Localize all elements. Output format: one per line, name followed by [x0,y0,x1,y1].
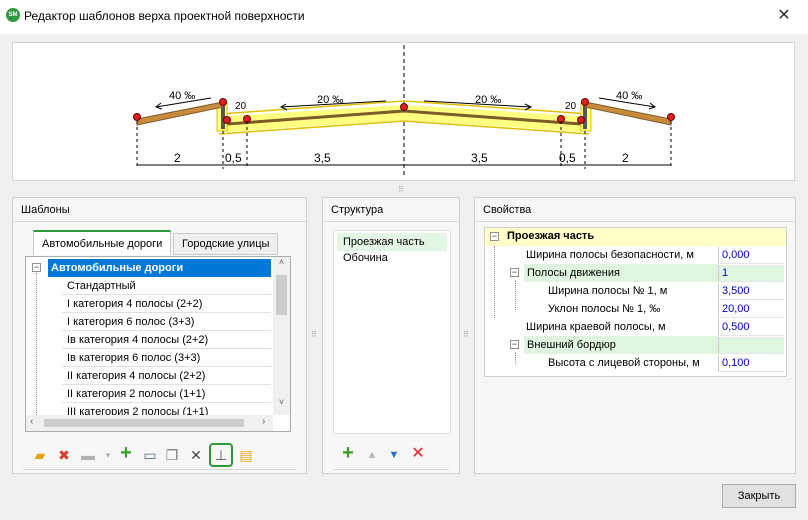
folder-options-icon[interactable]: ▬ [81,447,95,463]
vertical-scrollbar[interactable]: ˄ ˅ [273,257,290,415]
add-icon[interactable]: + [120,442,132,464]
prop-lane-slope: Уклон полосы № 1, ‰ [548,303,661,315]
prop-lane-width: Ширина полосы № 1, м [548,285,668,297]
right-shoulder [584,101,672,126]
curb-label-left: 20 [235,101,247,112]
value-curb [718,337,784,354]
dropdown-chevron-icon[interactable]: ▾ [105,450,111,460]
collapse-icon[interactable]: − [510,339,519,349]
value-lane-width[interactable]: 3,500 [718,283,784,300]
templates-title: Шаблоны [21,204,70,216]
tab-roads[interactable]: Автомобильные дороги [33,230,172,255]
collapse-icon[interactable]: − [510,267,519,277]
slope-label-2: 20 ‰ [317,94,343,106]
horizontal-scrollbar[interactable]: ‹ › [26,415,273,431]
value-lanes[interactable]: 1 [718,265,784,282]
curb-group-row [524,336,718,354]
close-icon[interactable]: ✕ [777,7,791,24]
value-lane-slope[interactable]: 20,00 [718,301,784,318]
splitter-grip-right[interactable]: ⠿ [463,330,469,339]
move-up-icon[interactable]: ▲ [366,449,378,461]
slope-label-4: 40 ‰ [616,90,642,102]
add-element-icon[interactable]: + [342,442,354,464]
apply-template-icon[interactable]: ⊥ [209,443,233,467]
dim-label-6: 2 [622,151,629,165]
curb-label-right: 20 [565,101,577,112]
new-folder-icon[interactable]: ▰ [34,447,46,463]
delete-folder-icon[interactable]: ✖ [58,447,70,463]
import-icon[interactable]: ▤ [239,447,253,463]
slope-label-1: 40 ‰ [169,90,195,102]
cross-section-preview: 40 ‰ 20 ‰ 20 ‰ 40 ‰ 20 20 2 0,5 3,5 3,5 … [12,42,795,181]
delete-icon[interactable]: ✕ [190,447,202,463]
dimension-line [136,121,672,169]
value-curb-height[interactable]: 0,100 [718,355,784,372]
structure-item-shoulder[interactable]: Обочина [343,252,388,264]
dim-label-4: 3,5 [471,151,488,165]
prop-curb-height: Высота с лицевой стороны, м [548,357,700,369]
list-item[interactable]: Стандартный [26,277,271,295]
list-item[interactable]: I категория 4 полосы (2+2) [26,295,271,313]
hscroll-thumb[interactable] [44,419,244,427]
rename-icon[interactable]: ▭ [143,447,157,463]
value-safety-width[interactable]: 0,000 [718,247,784,264]
dim-label-1: 2 [174,151,181,165]
list-item[interactable]: Iв категория 4 полосы (2+2) [26,331,271,349]
dim-label-3: 3,5 [314,151,331,165]
lanes-group-row [524,264,718,282]
scroll-down-icon[interactable]: ˅ [278,397,285,407]
remove-element-icon[interactable]: ✕ [411,445,425,462]
property-header-row [485,228,786,246]
prop-lanes: Полосы движения [527,267,620,279]
slope-label-3: 20 ‰ [475,94,501,106]
value-edge-width[interactable]: 0,500 [718,319,784,336]
tree-root-label: Автомобильные дороги [51,262,184,274]
prop-edge-width: Ширина краевой полосы, м [526,321,666,333]
list-item[interactable]: I категория 6 полос (3+3) [26,313,271,331]
control-points [133,98,675,124]
scroll-right-icon[interactable]: › [262,416,266,427]
structure-title: Структура [331,204,384,216]
scroll-left-icon[interactable]: ‹ [30,416,34,427]
prop-curb: Внешний бордюр [527,339,616,351]
structure-list: Проезжая часть Обочина [333,230,451,434]
properties-title: Свойства [483,204,532,216]
cross-section-drawing: 40 ‰ 20 ‰ 20 ‰ 40 ‰ 20 20 2 0,5 3,5 3,5 … [133,45,675,177]
property-header: Проезжая часть [507,230,595,242]
left-shoulder [136,101,224,126]
structure-item-carriageway[interactable]: Проезжая часть [337,233,447,251]
structure-panel: Структура Проезжая часть Обочина + ▲ ▼ ✕ [322,197,460,474]
window-title: Редактор шаблонов верха проектной поверх… [24,9,305,23]
move-down-icon[interactable]: ▼ [388,449,400,461]
tree-root[interactable]: Автомобильные дороги [48,259,271,277]
splitter-grip-horizontal[interactable]: ⠿ [398,185,404,194]
close-button[interactable]: Закрыть [722,484,796,508]
collapse-icon[interactable]: − [32,262,41,272]
list-item[interactable]: Iв категория 6 полос (3+3) [26,349,271,367]
app-icon: SM [6,8,20,22]
collapse-icon[interactable]: − [490,231,499,241]
list-item[interactable]: II категория 2 полосы (1+1) [26,385,271,403]
scroll-thumb[interactable] [276,275,287,315]
carriageway-fill [227,105,581,132]
list-item[interactable]: II категория 4 полосы (2+2) [26,367,271,385]
copy-icon[interactable]: ❐ [165,447,179,463]
prop-safety-width: Ширина полосы безопасности, м [526,249,694,261]
templates-panel: Шаблоны Автомобильные дороги Городские у… [12,197,307,474]
templates-tree: Автомобильные дороги − Стандартный I кат… [25,256,291,432]
scroll-up-icon[interactable]: ˄ [278,257,285,267]
tab-streets[interactable]: Городские улицы [173,233,279,255]
title-bar [0,0,808,34]
dim-label-5: 0,5 [559,151,576,165]
dim-label-2: 0,5 [225,151,242,165]
splitter-grip-left[interactable]: ⠿ [311,330,317,339]
